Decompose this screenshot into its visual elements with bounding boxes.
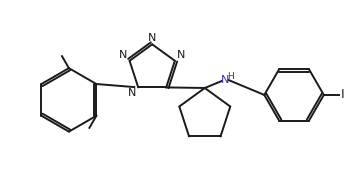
Text: N: N	[119, 50, 127, 60]
Text: N: N	[177, 50, 185, 60]
Text: I: I	[341, 88, 344, 101]
Text: N: N	[128, 88, 136, 98]
Text: N: N	[148, 33, 156, 43]
Text: N: N	[221, 75, 229, 85]
Text: H: H	[227, 72, 233, 80]
